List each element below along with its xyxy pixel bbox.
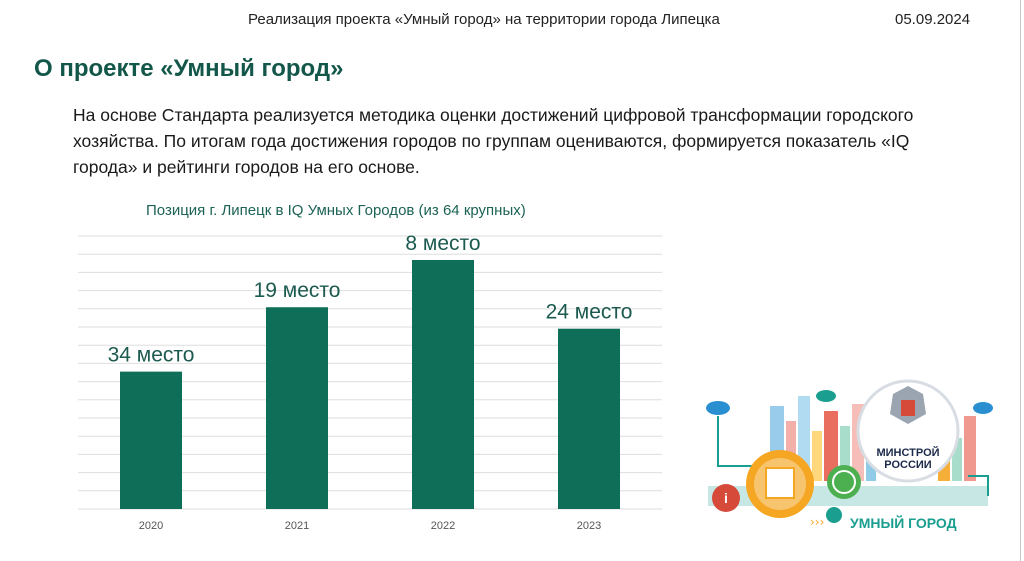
data-label-2021: 19 место xyxy=(254,279,341,302)
chart-title: Позиция г. Липецк в IQ Умных Городов (из… xyxy=(146,202,526,219)
bar-2022 xyxy=(412,260,474,509)
ministry-badge: МИНСТРОЙ РОССИИ xyxy=(856,379,960,483)
cloud-icon xyxy=(973,402,993,414)
brand-label: УМНЫЙ ГОРОД xyxy=(850,514,957,531)
x-tick-2022: 2022 xyxy=(431,520,455,532)
badge-line-1: МИНСТРОЙ xyxy=(876,446,939,459)
x-tick-2021: 2021 xyxy=(285,520,309,532)
header-title: Реализация проекта «Умный город» на терр… xyxy=(248,11,720,28)
play-icon xyxy=(826,507,842,523)
header-date: 05.09.2024 xyxy=(895,11,971,28)
bar-chart: 34 место 2020 19 место 2021 8 место 2022 24 ме… xyxy=(78,232,662,532)
arrows-decoration: ››› xyxy=(810,515,824,529)
x-tick-2020: 2020 xyxy=(139,520,163,532)
intro-paragraph: На основе Стандарта реализуется методика… xyxy=(73,105,914,177)
smart-city-illustration: МИНСТРОЙ РОССИИ i ››› УМНЫЙ ГОРОД xyxy=(706,379,993,531)
data-label-2023: 24 место xyxy=(546,301,633,324)
data-label-2020: 34 место xyxy=(108,344,195,367)
cloud-icon xyxy=(816,390,836,402)
data-label-2022: 8 место xyxy=(405,232,480,255)
svg-text:i: i xyxy=(724,490,728,506)
x-tick-2023: 2023 xyxy=(577,520,601,532)
bar-2021 xyxy=(266,307,328,509)
cloud-icon xyxy=(706,401,730,415)
badge-line-2: РОССИИ xyxy=(884,459,932,471)
bar-2020 xyxy=(120,371,182,509)
slide-edge-divider xyxy=(1020,0,1021,561)
info-icon xyxy=(712,484,740,512)
bar-2023 xyxy=(558,328,620,509)
page-title: О проекте «Умный город» xyxy=(34,55,344,82)
globe-icon xyxy=(827,465,861,499)
